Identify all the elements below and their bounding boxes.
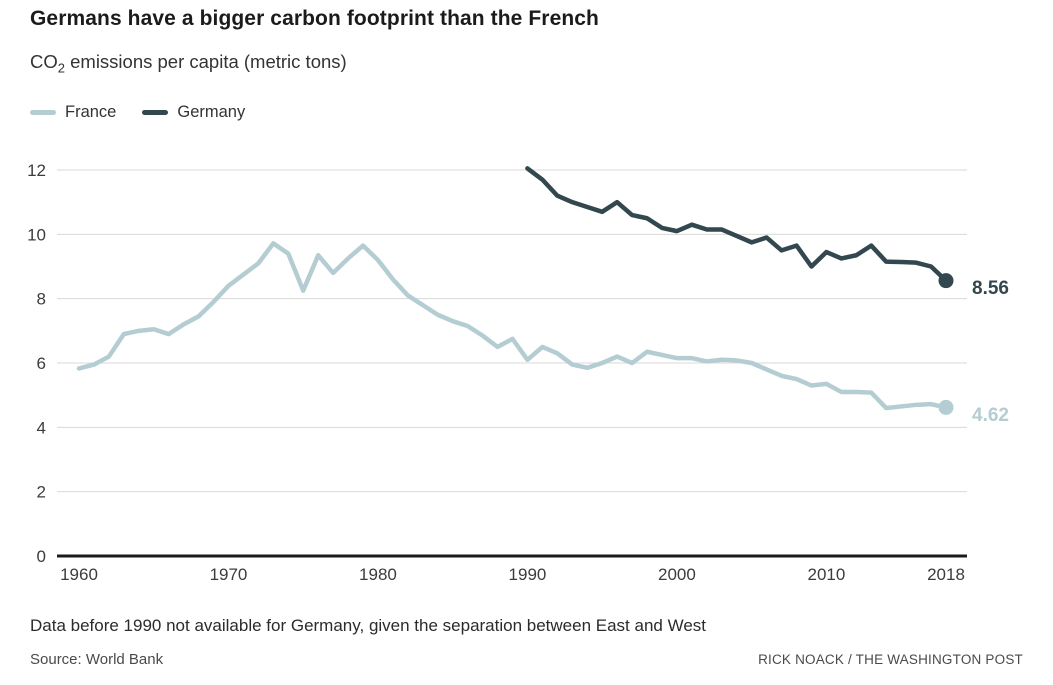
- france-end-label: 4.62: [972, 405, 1009, 426]
- source-text: Source: World Bank: [30, 651, 164, 668]
- y-tick-label: 2: [37, 483, 46, 502]
- france-end-dot: [938, 399, 954, 415]
- subtitle-subscript: 2: [57, 60, 65, 76]
- y-tick-label: 12: [27, 161, 46, 180]
- chart-subtitle: CO2 emissions per capita (metric tons): [30, 51, 347, 76]
- x-tick-label: 2018: [927, 565, 965, 584]
- x-tick-label: 1980: [359, 565, 397, 584]
- x-tick-label: 1960: [60, 565, 98, 584]
- y-tick-label: 8: [37, 290, 46, 309]
- subtitle-text: CO: [30, 51, 58, 72]
- source-row: Source: World Bank RICK NOACK / THE WASH…: [30, 651, 1023, 668]
- credit-text: RICK NOACK / THE WASHINGTON POST: [758, 652, 1023, 667]
- legend-label-germany: Germany: [177, 103, 246, 121]
- germany-end-label: 8.56: [972, 278, 1009, 299]
- x-tick-label: 2000: [658, 565, 696, 584]
- y-tick-label: 0: [37, 547, 46, 566]
- y-tick-label: 10: [27, 225, 46, 244]
- germany-line: [525, 166, 949, 283]
- x-tick-label: 1990: [509, 565, 547, 584]
- germany-swatch-icon: [142, 110, 169, 115]
- france-swatch-icon: [30, 110, 56, 115]
- legend-item-germany: Germany: [142, 103, 245, 122]
- france-line: [76, 241, 949, 411]
- y-tick-label: 6: [37, 354, 46, 373]
- chart-title: Germans have a bigger carbon footprint t…: [30, 7, 599, 30]
- legend-label-france: France: [65, 103, 117, 121]
- x-tick-label: 2010: [807, 565, 845, 584]
- legend: France Germany: [30, 103, 245, 122]
- y-tick-label: 4: [37, 418, 46, 437]
- x-tick-label: 1970: [210, 565, 248, 584]
- subtitle-rest: emissions per capita (metric tons): [64, 51, 347, 72]
- germany-end-dot: [938, 273, 954, 289]
- chart-footnote: Data before 1990 not available for Germa…: [30, 616, 707, 635]
- legend-item-france: France: [30, 103, 116, 122]
